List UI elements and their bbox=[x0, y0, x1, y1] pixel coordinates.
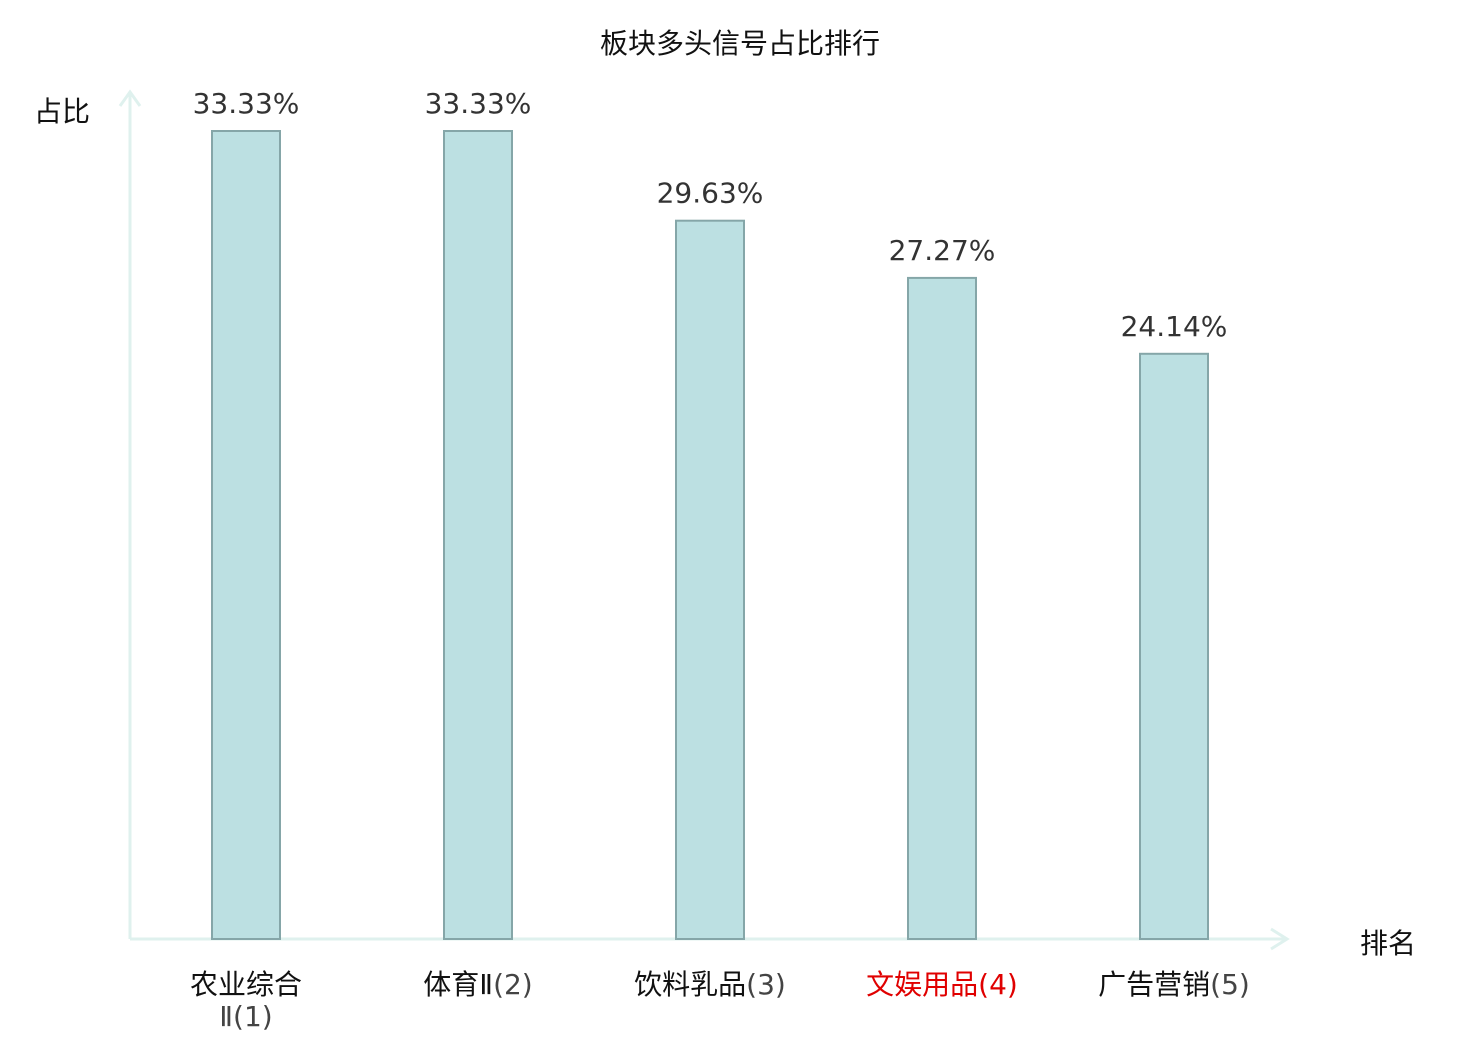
category-label-5: 广告营销(5) bbox=[1098, 968, 1250, 1001]
value-label-5: 24.14% bbox=[1121, 310, 1228, 343]
category-label-1: 农业综合 Ⅱ(1) bbox=[190, 968, 302, 1033]
value-label-3: 29.63% bbox=[657, 177, 764, 210]
value-label-4: 27.27% bbox=[889, 234, 996, 267]
bar-2 bbox=[443, 130, 513, 940]
y-axis-label: 占比 bbox=[34, 95, 90, 128]
bars-group bbox=[211, 130, 1209, 941]
value-label-2: 33.33% bbox=[425, 87, 532, 120]
chart-title: 板块多头信号占比排行 bbox=[600, 27, 880, 60]
category-label-2: 体育Ⅱ(2) bbox=[423, 968, 532, 1001]
value-labels-group: 33.33% 33.33% 29.63% 27.27% 24.14% bbox=[193, 87, 1228, 343]
category-label-3: 饮料乳品(3) bbox=[634, 968, 786, 1001]
bar-1 bbox=[211, 130, 281, 940]
x-axis-label: 排名 bbox=[1360, 927, 1416, 960]
y-axis bbox=[118, 89, 142, 939]
category-label-4: 文娱用品(4) bbox=[866, 968, 1018, 1001]
bar-4 bbox=[907, 276, 977, 940]
bar-3 bbox=[675, 219, 745, 941]
value-label-1: 33.33% bbox=[193, 87, 300, 120]
category-labels-group: 农业综合 Ⅱ(1) 体育Ⅱ(2) 饮料乳品(3) 文娱用品(4) 广告营销(5) bbox=[190, 968, 1250, 1033]
bar-5 bbox=[1139, 352, 1209, 940]
